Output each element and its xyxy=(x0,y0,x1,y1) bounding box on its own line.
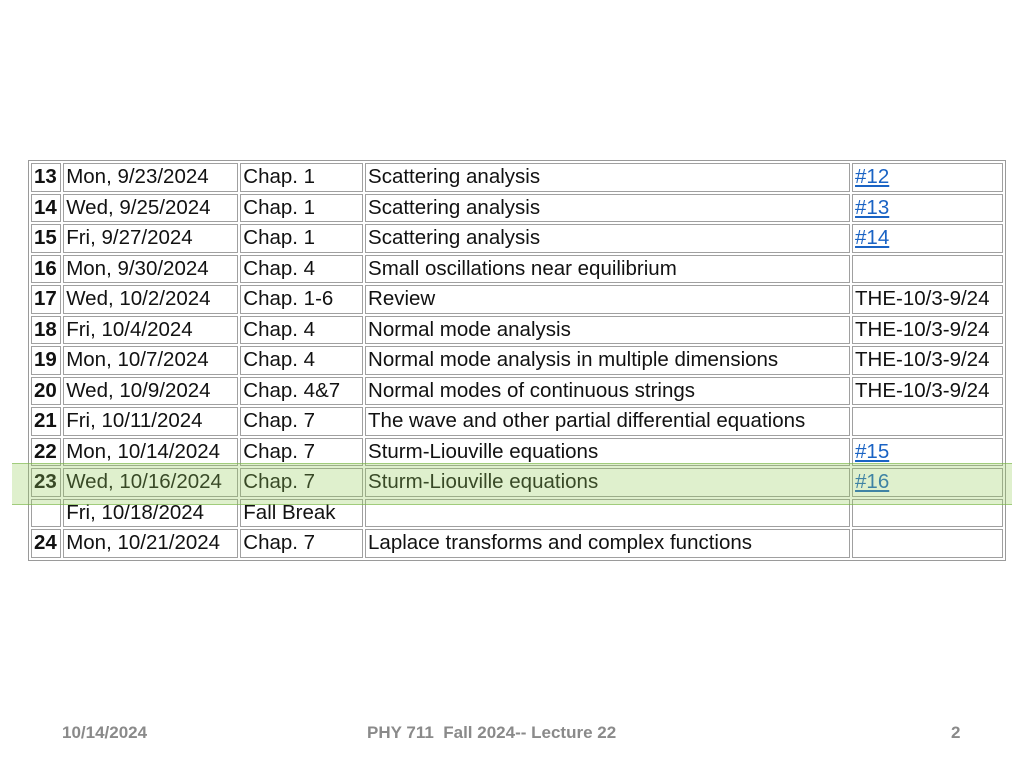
homework-cell xyxy=(852,529,1003,558)
table-row: 17 Wed, 10/2/2024 Chap. 1-6 Review THE-10/3-… xyxy=(31,285,1003,314)
page-number: 2 xyxy=(951,723,961,742)
schedule-table: 13 Mon, 9/23/2024 Chap. 1 Scattering analys… xyxy=(28,160,1006,561)
topic-cell: The wave and other partial differential … xyxy=(365,407,851,436)
table-row: 24 Mon, 10/21/2024 Chap. 7 Laplace transfor… xyxy=(31,529,1003,558)
homework-cell: #16 xyxy=(852,468,1003,497)
chapter-cell: Chap. 7 xyxy=(240,437,364,466)
date-cell: Mon, 9/23/2024 xyxy=(63,163,239,192)
topic-cell: Scattering analysis xyxy=(365,163,851,192)
homework-link[interactable]: #14 xyxy=(855,226,890,250)
chapter-cell: Fall Break xyxy=(240,498,364,527)
homework-link[interactable]: #15 xyxy=(855,439,890,463)
homework-cell: #14 xyxy=(852,224,1003,253)
homework-cell xyxy=(852,498,1003,527)
lecture-number-cell: 21 xyxy=(31,407,62,436)
chapter-cell: Chap. 1-6 xyxy=(240,285,364,314)
chapter-cell: Chap. 1 xyxy=(240,193,364,222)
footer-date: 10/14/2024 xyxy=(62,723,148,742)
chapter-cell: Chap. 4 xyxy=(240,346,364,375)
chapter-cell: Chap. 4&7 xyxy=(240,376,364,405)
chapter-cell: Chap. 7 xyxy=(240,468,364,497)
table-row: 19 Mon, 10/7/2024 Chap. 4 Normal mode analy… xyxy=(31,346,1003,375)
table-row: 14 Wed, 9/25/2024 Chap. 1 Scattering analys… xyxy=(31,193,1003,222)
topic-cell: Normal mode analysis xyxy=(365,315,851,344)
topic-cell: Scattering analysis xyxy=(365,193,851,222)
topic-cell: Normal mode analysis in multiple dimensi… xyxy=(365,346,851,375)
homework-cell xyxy=(852,407,1003,436)
date-cell: Wed, 10/9/2024 xyxy=(63,376,239,405)
topic-cell: Small oscillations near equilibrium xyxy=(365,254,851,283)
homework-cell: #12 xyxy=(852,163,1003,192)
chapter-cell: Chap. 4 xyxy=(240,315,364,344)
table-row: 22 Mon, 10/14/2024 Chap. 7 Sturm-Liouville … xyxy=(31,437,1003,466)
table-row: 16 Mon, 9/30/2024 Chap. 4 Small oscillation… xyxy=(31,254,1003,283)
lecture-number-cell: 20 xyxy=(31,376,62,405)
table-row: 23 Wed, 10/16/2024 Chap. 7 Sturm-Liouville … xyxy=(31,468,1003,497)
table-row: 18 Fri, 10/4/2024 Chap. 4 Normal mode analy… xyxy=(31,315,1003,344)
lecture-number-cell: 23 xyxy=(31,468,62,497)
lecture-number-cell: 19 xyxy=(31,346,62,375)
lecture-number-cell: 22 xyxy=(31,437,62,466)
topic-cell xyxy=(365,498,851,527)
date-cell: Fri, 10/18/2024 xyxy=(63,498,239,527)
chapter-cell: Chap. 7 xyxy=(240,407,364,436)
footer-title: PHY 711 Fall 2024-- Lecture 22 xyxy=(367,723,617,742)
date-cell: Wed, 10/16/2024 xyxy=(63,468,239,497)
date-cell: Fri, 10/4/2024 xyxy=(63,315,239,344)
topic-cell: Scattering analysis xyxy=(365,224,851,253)
homework-cell xyxy=(852,254,1003,283)
topic-cell: Normal modes of continuous strings xyxy=(365,376,851,405)
chapter-cell: Chap. 1 xyxy=(240,163,364,192)
homework-cell: THE-10/3-9/24 xyxy=(852,376,1003,405)
homework-link[interactable]: #12 xyxy=(855,165,890,189)
date-cell: Mon, 10/7/2024 xyxy=(63,346,239,375)
topic-cell: Review xyxy=(365,285,851,314)
lecture-number-cell: 18 xyxy=(31,315,62,344)
lecture-number-cell: 14 xyxy=(31,193,62,222)
homework-cell: THE-10/3-9/24 xyxy=(852,346,1003,375)
homework-cell: #13 xyxy=(852,193,1003,222)
date-cell: Fri, 9/27/2024 xyxy=(63,224,239,253)
homework-cell: #15 xyxy=(852,437,1003,466)
date-cell: Wed, 9/25/2024 xyxy=(63,193,239,222)
lecture-number-cell: 16 xyxy=(31,254,62,283)
homework-cell: THE-10/3-9/24 xyxy=(852,285,1003,314)
homework-cell: THE-10/3-9/24 xyxy=(852,315,1003,344)
topic-cell: Laplace transforms and complex functions xyxy=(365,529,851,558)
lecture-number-cell: 17 xyxy=(31,285,62,314)
table-row: 15 Fri, 9/27/2024 Chap. 1 Scattering analys… xyxy=(31,224,1003,253)
topic-cell: Sturm-Liouville equations xyxy=(365,437,851,466)
table-row: Fri, 10/18/2024 Fall Break xyxy=(31,498,1003,527)
table-row: 21 Fri, 10/11/2024 Chap. 7 The wave and oth… xyxy=(31,407,1003,436)
table-row: 20 Wed, 10/9/2024 Chap. 4&7 Normal modes of… xyxy=(31,376,1003,405)
date-cell: Mon, 10/21/2024 xyxy=(63,529,239,558)
lecture-number-cell xyxy=(31,498,62,527)
chapter-cell: Chap. 4 xyxy=(240,254,364,283)
homework-link[interactable]: #16 xyxy=(855,470,890,494)
date-cell: Mon, 9/30/2024 xyxy=(63,254,239,283)
date-cell: Mon, 10/14/2024 xyxy=(63,437,239,466)
chapter-cell: Chap. 1 xyxy=(240,224,364,253)
table-row: 13 Mon, 9/23/2024 Chap. 1 Scattering analys… xyxy=(31,163,1003,192)
topic-cell: Sturm-Liouville equations xyxy=(365,468,851,497)
date-cell: Wed, 10/2/2024 xyxy=(63,285,239,314)
lecture-number-cell: 13 xyxy=(31,163,62,192)
date-cell: Fri, 10/11/2024 xyxy=(63,407,239,436)
lecture-number-cell: 15 xyxy=(31,224,62,253)
schedule-body: 13 Mon, 9/23/2024 Chap. 1 Scattering analys… xyxy=(31,163,1003,558)
homework-link[interactable]: #13 xyxy=(855,195,890,219)
lecture-number-cell: 24 xyxy=(31,529,62,558)
chapter-cell: Chap. 7 xyxy=(240,529,364,558)
